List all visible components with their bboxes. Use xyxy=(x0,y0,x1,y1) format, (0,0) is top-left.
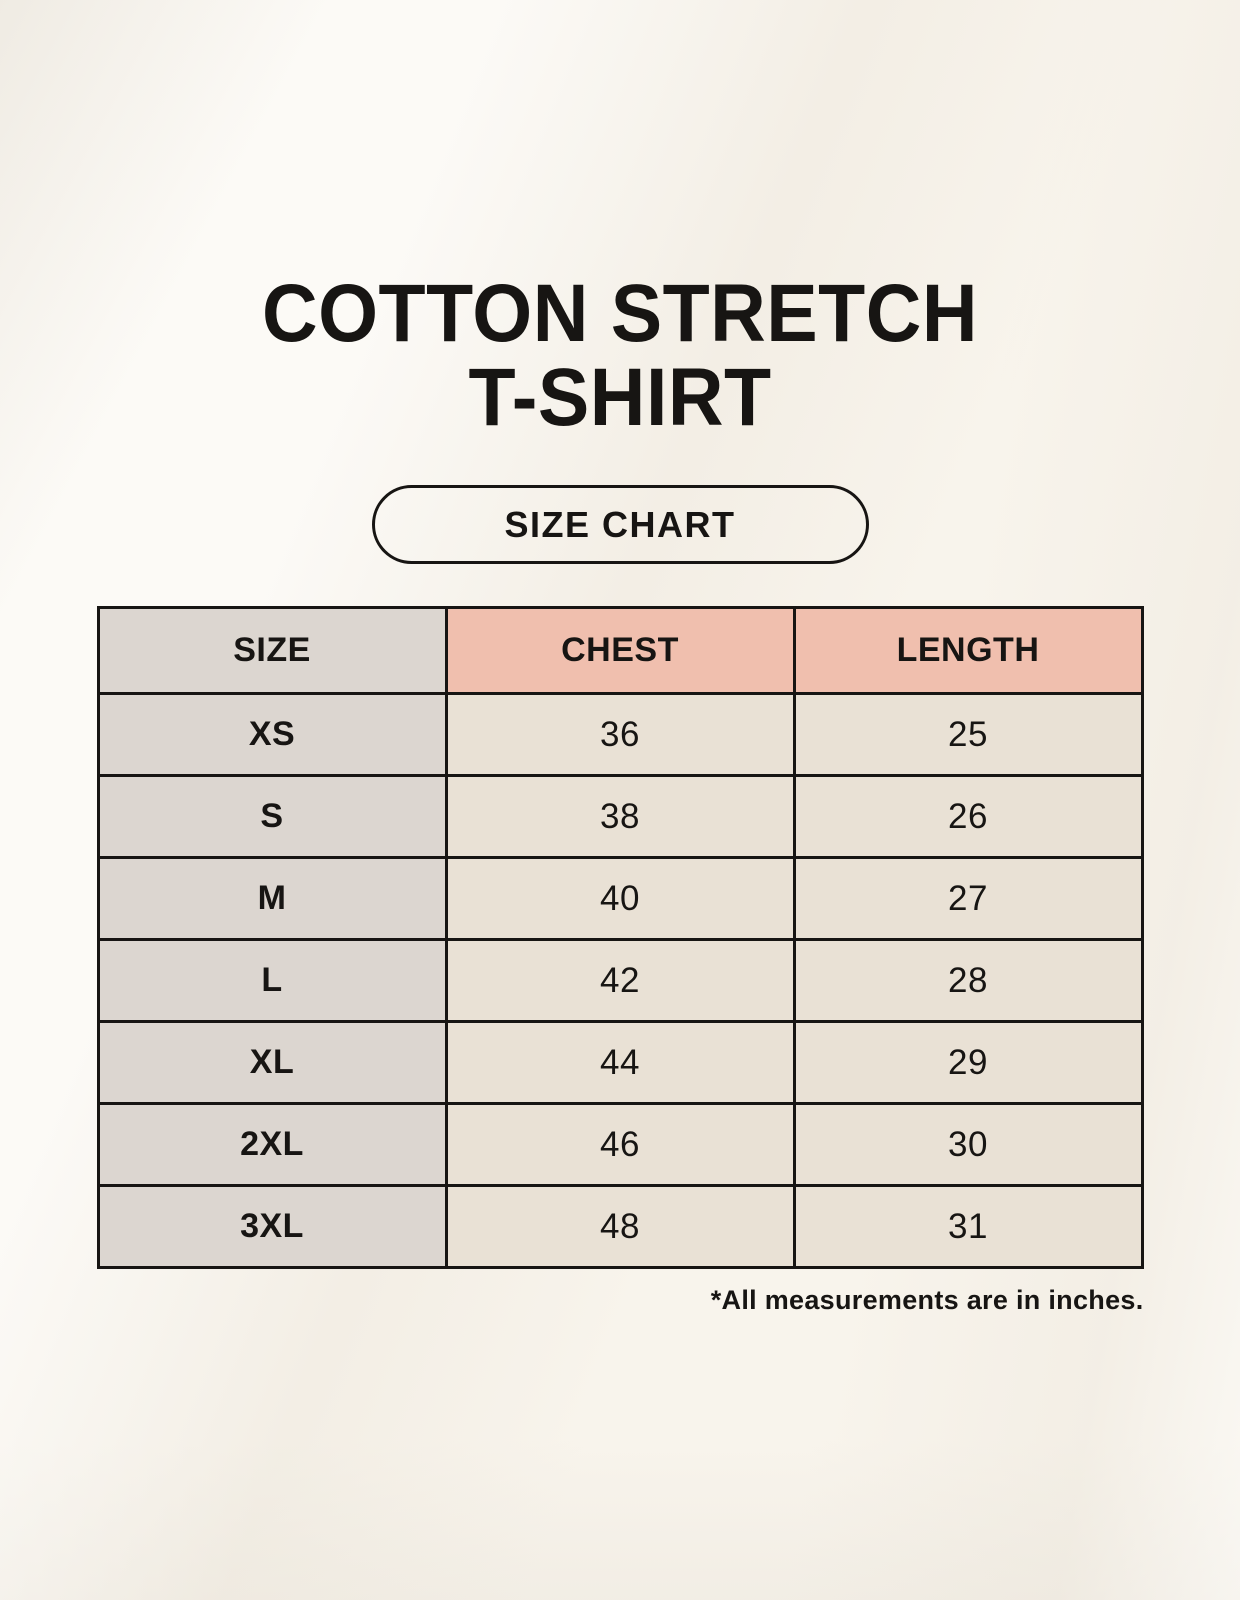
table-row: L 42 28 xyxy=(96,938,1144,1024)
product-title-line-1: COTTON STRETCH xyxy=(261,268,978,359)
table-row: 2XL 46 30 xyxy=(96,1102,1144,1188)
size-cell: S xyxy=(96,774,448,860)
measurement-note: *All measurements are in inches. xyxy=(710,1285,1144,1316)
size-table-body: XS 36 25 S 38 26 M 40 27 L 42 28 XL 44 2… xyxy=(96,692,1144,1270)
column-header-chest: CHEST xyxy=(444,606,796,696)
length-cell: 31 xyxy=(792,1184,1144,1270)
chest-cell: 46 xyxy=(444,1102,796,1188)
size-cell: 3XL xyxy=(96,1184,448,1270)
length-cell: 30 xyxy=(792,1102,1144,1188)
length-cell: 25 xyxy=(792,692,1144,778)
chest-cell: 40 xyxy=(444,856,796,942)
size-cell: 2XL xyxy=(96,1102,448,1188)
header-row: SIZE CHEST LENGTH xyxy=(96,606,1144,696)
column-header-size: SIZE xyxy=(96,606,448,696)
chest-cell: 42 xyxy=(444,938,796,1024)
size-chart-badge-label: SIZE CHART xyxy=(504,503,736,545)
chest-cell: 48 xyxy=(444,1184,796,1270)
size-cell: XL xyxy=(96,1020,448,1106)
table-row: M 40 27 xyxy=(96,856,1144,942)
size-cell: M xyxy=(96,856,448,942)
size-table-header: SIZE CHEST LENGTH xyxy=(96,606,1144,696)
table-row: XS 36 25 xyxy=(96,692,1144,778)
size-table: SIZE CHEST LENGTH XS 36 25 S 38 26 M 40 … xyxy=(96,606,1144,1270)
length-cell: 29 xyxy=(792,1020,1144,1106)
table-row: XL 44 29 xyxy=(96,1020,1144,1106)
product-title-line-2: T-SHIRT xyxy=(468,351,772,443)
table-row: S 38 26 xyxy=(96,774,1144,860)
length-cell: 26 xyxy=(792,774,1144,860)
product-title: COTTON STRETCH T-SHIRT xyxy=(37,272,1203,439)
length-cell: 27 xyxy=(792,856,1144,942)
size-cell: L xyxy=(96,938,448,1024)
column-header-length: LENGTH xyxy=(792,606,1144,696)
chest-cell: 44 xyxy=(444,1020,796,1106)
chest-cell: 36 xyxy=(444,692,796,778)
chest-cell: 38 xyxy=(444,774,796,860)
length-cell: 28 xyxy=(792,938,1144,1024)
table-row: 3XL 48 31 xyxy=(96,1184,1144,1270)
size-cell: XS xyxy=(96,692,448,778)
size-chart-badge: SIZE CHART xyxy=(371,485,869,565)
